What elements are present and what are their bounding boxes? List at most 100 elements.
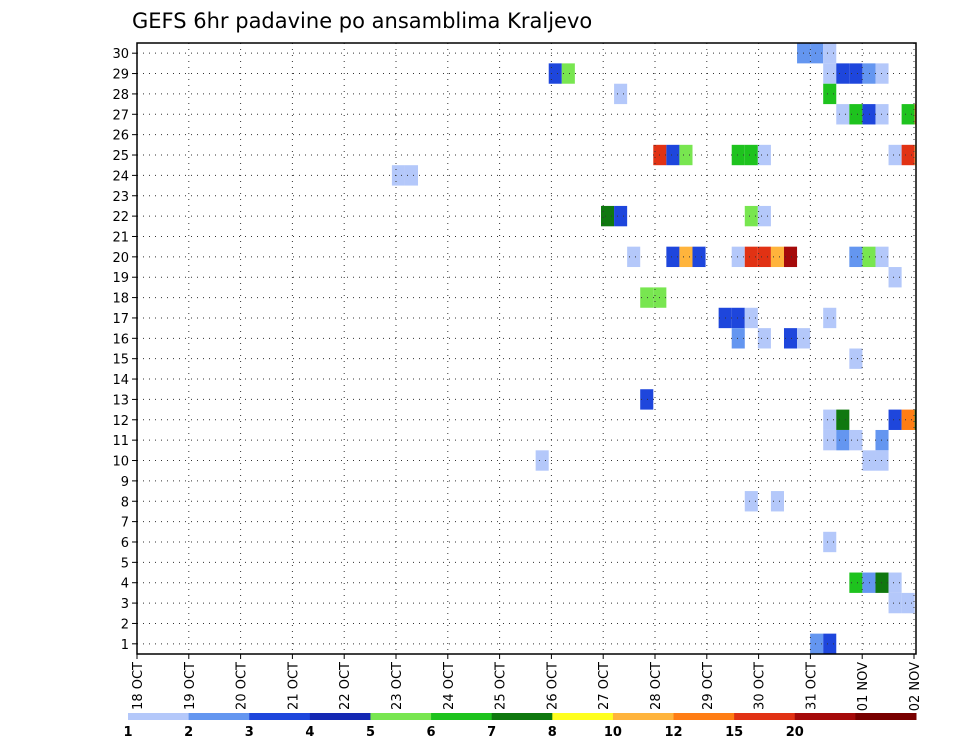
- x-tick-label: 31 OCT: [804, 662, 819, 710]
- precip-cell: [823, 307, 837, 329]
- precip-cell: [548, 63, 562, 84]
- precip-cell: [888, 267, 902, 288]
- precip-cell: [810, 43, 824, 64]
- precip-cell: [810, 633, 824, 654]
- precip-cell: [836, 63, 850, 84]
- y-tick-label: 4: [121, 577, 129, 592]
- precip-cell: [744, 205, 758, 227]
- precip-cell: [770, 246, 784, 268]
- precip-cell: [875, 450, 889, 471]
- precip-cell: [888, 144, 902, 166]
- x-axis: 18 OCT 19 OCT 20 OCT 21 OCT 22 OCT 23 OCT 24 O…: [131, 654, 923, 711]
- precip-cell: [862, 572, 876, 593]
- precip-cell: [849, 429, 863, 451]
- precip-cell: [823, 83, 837, 105]
- colorbar-label: 10: [604, 725, 622, 740]
- precip-cell: [823, 63, 837, 84]
- precip-cell: [666, 246, 680, 268]
- x-tick-label: 25 OCT: [494, 662, 509, 710]
- precip-cell: [404, 165, 419, 186]
- x-tick-label: 23 OCT: [390, 662, 405, 710]
- colorbar-swatch: [370, 713, 432, 720]
- colorbar-swatch: [309, 713, 371, 720]
- precip-cell: [888, 572, 902, 593]
- y-tick-label: 28: [112, 88, 129, 103]
- y-tick-label: 12: [112, 414, 129, 429]
- x-tick-label: 20 OCT: [235, 662, 250, 710]
- y-tick-label: 7: [121, 516, 129, 531]
- precip-cell: [783, 246, 798, 268]
- colorbar-label: 4: [305, 725, 314, 740]
- precip-cell: [640, 389, 654, 410]
- y-tick-label: 8: [121, 495, 129, 510]
- x-tick-label: 26 OCT: [545, 662, 560, 710]
- y-tick-label: 2: [121, 617, 129, 632]
- precip-cell: [888, 592, 902, 614]
- y-tick-label: 18: [112, 292, 129, 307]
- precip-cell: [875, 429, 889, 451]
- precip-cell: [731, 144, 745, 166]
- precip-cell: [757, 328, 771, 349]
- colorbar-label: 8: [548, 725, 557, 740]
- precip-cell: [640, 287, 654, 308]
- y-tick-label: 5: [121, 556, 129, 571]
- y-tick-label: 29: [112, 68, 129, 83]
- precip-cell: [731, 307, 745, 329]
- x-tick-label: 21 OCT: [286, 662, 301, 710]
- precip-cell: [823, 429, 837, 451]
- y-axis: 1234567891011121314151617181920212223242…: [112, 47, 137, 653]
- precip-cell: [836, 104, 850, 125]
- y-tick-label: 13: [112, 393, 129, 408]
- y-tick-label: 30: [112, 47, 129, 62]
- colorbar-swatch: [249, 713, 311, 720]
- precip-cell: [849, 63, 863, 84]
- plot-frame: [136, 42, 917, 655]
- y-tick-label: 21: [112, 230, 129, 245]
- precip-cell: [823, 531, 837, 553]
- colorbar-swatch: [552, 713, 614, 720]
- colorbar-swatch: [673, 713, 735, 720]
- precip-cell: [875, 104, 889, 125]
- y-tick-label: 10: [112, 455, 129, 470]
- cells-layer: [391, 43, 916, 654]
- precip-cell: [823, 43, 837, 64]
- precip-cell: [901, 409, 915, 430]
- x-tick-label: 02 NOV: [908, 662, 923, 711]
- x-tick-label: 30 OCT: [753, 662, 768, 710]
- precip-cell: [601, 205, 615, 227]
- y-tick-label: 14: [112, 373, 129, 388]
- colorbar-swatch: [855, 713, 917, 720]
- precip-cell: [679, 246, 693, 268]
- colorbar: 1 2 3 4 5 6 7 8 10 12 15 20: [123, 713, 917, 740]
- precip-cell: [901, 144, 915, 166]
- precip-cell: [535, 450, 549, 471]
- y-tick-label: 24: [112, 169, 129, 184]
- precip-cell: [391, 165, 405, 186]
- precip-cell: [836, 409, 850, 430]
- x-tick-label: 22 OCT: [338, 662, 353, 710]
- x-tick-label: 27 OCT: [597, 662, 612, 710]
- precip-cell: [666, 144, 680, 166]
- colorbar-label: 6: [427, 725, 436, 740]
- precip-cell: [862, 450, 876, 471]
- precip-cell: [561, 63, 575, 84]
- y-tick-label: 3: [121, 597, 129, 612]
- precip-cell: [849, 348, 863, 369]
- y-tick-label: 22: [112, 210, 129, 225]
- precip-cell: [731, 246, 745, 268]
- precip-cell: [849, 104, 863, 125]
- colorbar-label: 1: [123, 725, 132, 740]
- x-tick-label: 29 OCT: [701, 662, 716, 710]
- y-tick-label: 26: [112, 129, 129, 144]
- precip-cell: [862, 104, 876, 125]
- y-tick-label: 15: [112, 353, 129, 368]
- colorbar-swatch: [128, 713, 190, 720]
- y-tick-label: 17: [112, 312, 129, 327]
- precip-cell: [783, 328, 798, 349]
- precip-cell: [862, 246, 876, 268]
- precip-cell: [875, 246, 889, 268]
- precip-cell: [744, 144, 758, 166]
- precip-cell: [744, 246, 758, 268]
